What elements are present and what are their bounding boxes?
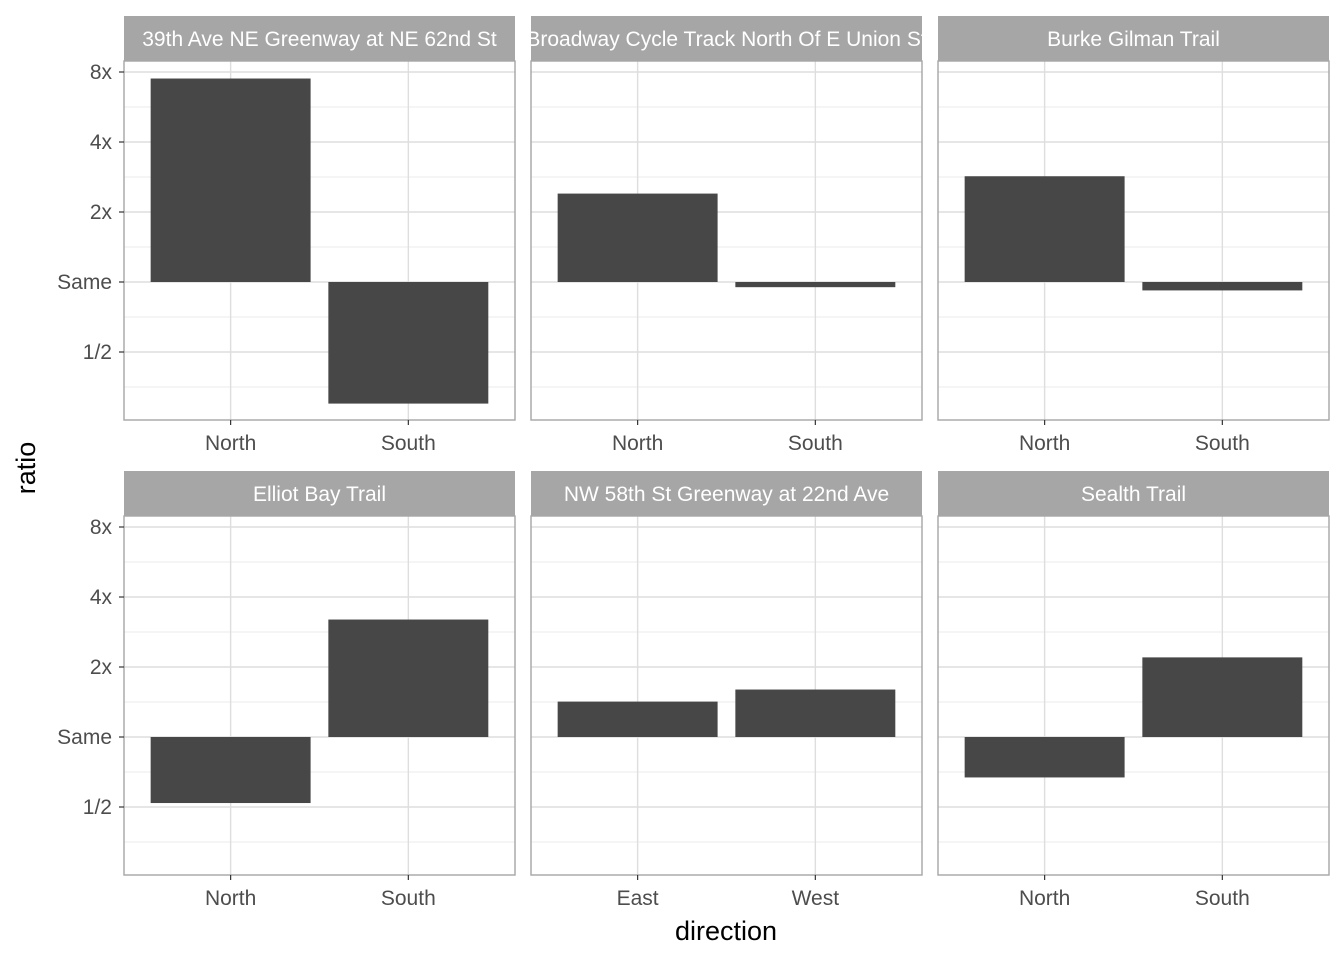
panel-border <box>937 515 1330 876</box>
facet-panel: 39th Ave NE Greenway at NE 62nd St North S… <box>57 16 516 455</box>
bar-north <box>557 193 718 282</box>
x-tick-label: North <box>205 432 256 455</box>
facet-title: Elliot Bay Trail <box>253 483 386 506</box>
panel-border <box>530 60 923 421</box>
y-tick-label: 8x <box>90 516 113 539</box>
bar-south <box>735 282 896 288</box>
panel-border <box>530 515 923 876</box>
facet-panel: Sealth Trail North South <box>937 471 1330 910</box>
x-tick-label: East <box>617 887 659 910</box>
facet-strip <box>531 471 922 516</box>
bar-north <box>964 176 1125 282</box>
y-tick-label: Same <box>57 271 112 294</box>
facet-strip <box>938 471 1329 516</box>
x-tick-label: South <box>381 432 436 455</box>
x-tick-label: North <box>1019 432 1070 455</box>
x-tick-label: South <box>381 887 436 910</box>
x-tick-label: South <box>788 432 843 455</box>
facet-panel: NW 58th St Greenway at 22nd Ave East West <box>530 471 923 910</box>
facet-panel: Elliot Bay Trail North South 1/2 Same 2x 4x 8x <box>57 471 516 910</box>
bar-west <box>735 689 896 737</box>
x-tick-label: North <box>1019 887 1070 910</box>
facet-title: Sealth Trail <box>1081 483 1186 506</box>
x-axis-title: direction <box>675 916 777 946</box>
facet-title: Burke Gilman Trail <box>1047 28 1220 51</box>
x-tick-label: West <box>792 887 840 910</box>
x-tick-label: North <box>612 432 663 455</box>
panel-border <box>123 515 516 876</box>
facet-title: NW 58th St Greenway at 22nd Ave <box>564 483 889 506</box>
bar-east <box>557 701 718 737</box>
facet-strip <box>124 16 515 61</box>
bar-south <box>1142 282 1303 291</box>
y-tick-label: 4x <box>90 131 113 154</box>
facet-panel: Burke Gilman Trail North South <box>937 16 1330 455</box>
facet-strip <box>938 16 1329 61</box>
facet-strip <box>531 16 922 61</box>
bar-south <box>1142 657 1303 737</box>
y-axis-title: ratio <box>11 442 41 495</box>
x-tick-label: North <box>205 887 256 910</box>
y-tick-label: 2x <box>90 201 113 224</box>
bar-north <box>150 78 311 282</box>
facet-title: Broadway Cycle Track North Of E Union St <box>526 28 926 51</box>
bar-south <box>328 282 489 404</box>
x-tick-label: South <box>1195 887 1250 910</box>
bar-north <box>964 737 1125 778</box>
panel-border <box>123 60 516 421</box>
x-tick-label: South <box>1195 432 1250 455</box>
y-tick-label: 1/2 <box>83 341 112 364</box>
y-tick-label: 2x <box>90 656 113 679</box>
bar-north <box>150 737 311 804</box>
y-tick-label: 8x <box>90 61 113 84</box>
y-tick-label: Same <box>57 726 112 749</box>
panel-border <box>937 60 1330 421</box>
facet-panel: Broadway Cycle Track North Of E Union St… <box>526 16 926 455</box>
y-tick-label: 4x <box>90 586 113 609</box>
y-tick-label: 1/2 <box>83 796 112 819</box>
bar-south <box>328 619 489 737</box>
facet-title: 39th Ave NE Greenway at NE 62nd St <box>142 28 497 51</box>
facet-strip <box>124 471 515 516</box>
